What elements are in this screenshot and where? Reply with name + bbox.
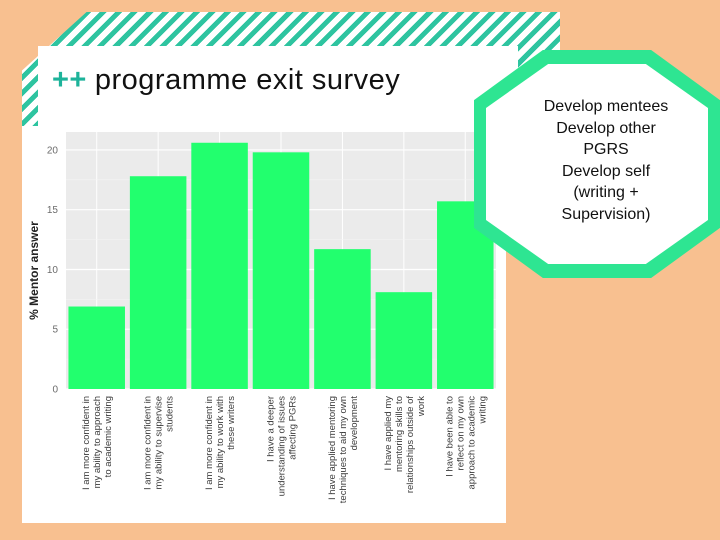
- x-tick-label-line: I am more confident in: [204, 396, 215, 490]
- callout-line: Supervision): [561, 205, 651, 223]
- y-tick-label: 0: [52, 385, 58, 396]
- bar: [375, 292, 433, 389]
- x-tick-label: I have applied my mentoring skills to rela…: [383, 396, 427, 494]
- x-tick-label-line: my ability to supervise: [154, 396, 165, 489]
- x-tick-label: I am more confident in my ability to supe…: [143, 396, 176, 490]
- title-box: [38, 46, 518, 126]
- y-tick-label: 15: [47, 205, 59, 216]
- x-tick-label-line: I am more confident in: [81, 396, 92, 490]
- title-prefix: ++: [52, 64, 87, 96]
- bar: [191, 142, 248, 389]
- bar: [252, 152, 310, 389]
- x-tick-label-line: approach to academic: [466, 396, 477, 490]
- bar-chart: 0 5 10 15 20 % Mentor answer I am more confide…: [27, 132, 496, 504]
- y-tick-label: 10: [47, 265, 59, 276]
- x-tick-label-line: to academic writing: [103, 396, 114, 477]
- callout-text: Develop mentees Develop other PGRS Devel…: [520, 96, 692, 225]
- chart-panel: 0 5 10 15 20 % Mentor answer I am more confide…: [22, 126, 506, 523]
- x-tick-label-line: I have been able to: [444, 396, 455, 477]
- callout-line: Develop other: [556, 119, 656, 137]
- slide-title: ++ programme exit survey: [52, 64, 400, 97]
- x-tick-label: I am more confident in my ability to appr…: [81, 396, 114, 490]
- x-tick-label-line: my ability to work with: [215, 396, 226, 488]
- x-tick-label-line: mentoring skills to: [394, 396, 405, 472]
- callout-line: (writing +: [573, 184, 639, 201]
- bar: [129, 176, 187, 389]
- x-tick-label-line: understanding of issues: [277, 396, 288, 497]
- y-axis-label: % Mentor answer: [27, 221, 41, 320]
- x-tick-label-line: writing: [477, 396, 488, 424]
- callout-octagon: [486, 64, 708, 264]
- x-tick-label: I am more confident in my ability to work…: [204, 396, 237, 490]
- x-tick-label-line: techniques to aid my own: [338, 396, 349, 503]
- x-tick-label-line: I have a deeper: [266, 396, 277, 462]
- x-tick-label-line: affecting PGRs: [288, 396, 299, 460]
- x-tick-label-line: students: [165, 396, 176, 432]
- callout-line: PGRS: [583, 141, 629, 158]
- x-tick-label-line: development: [349, 396, 360, 451]
- x-tick-label-line: relationships outside of: [405, 396, 416, 494]
- x-tick-label: I have been able to reflect on my own appr…: [444, 396, 488, 490]
- bar: [314, 249, 371, 389]
- callout-line: Develop self: [561, 162, 651, 180]
- x-tick-label-line: my ability to approach: [92, 396, 103, 488]
- bar: [68, 306, 125, 389]
- x-tick-label: I have applied mentoring techniques to ai…: [327, 396, 360, 504]
- x-tick-label-line: I have applied my: [383, 396, 394, 471]
- callout-line: Develop mentees: [543, 98, 669, 115]
- title-text: programme exit survey: [94, 64, 401, 96]
- y-tick-label: 20: [47, 145, 59, 156]
- x-tick-label: I have a deeper understanding of issues af…: [266, 396, 299, 497]
- x-tick-label-line: I have applied mentoring: [327, 396, 338, 500]
- x-tick-label-line: these writers: [226, 396, 237, 450]
- x-tick-label-line: work: [416, 396, 427, 417]
- x-tick-label-line: reflect on my own: [455, 396, 466, 470]
- y-tick-label: 5: [52, 325, 58, 336]
- x-tick-label-line: I am more confident in: [143, 396, 154, 490]
